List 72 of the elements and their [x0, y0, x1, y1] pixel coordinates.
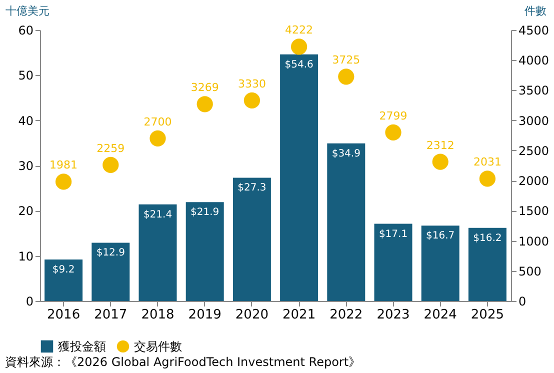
- bar: [232, 178, 271, 301]
- data-label: $27.3: [238, 182, 266, 194]
- data-label: 2031: [473, 156, 502, 169]
- data-label: $34.9: [332, 148, 360, 160]
- bar: [421, 226, 460, 301]
- y2-tick-label: 0: [518, 294, 526, 308]
- y-tick-label: 30: [18, 159, 34, 173]
- bar: [186, 202, 224, 301]
- x-tick-label: 2020: [235, 308, 268, 322]
- data-label: 3269: [190, 81, 219, 94]
- point: [150, 130, 166, 146]
- x-tick-label: 2018: [141, 308, 174, 322]
- x-tick-label: 2021: [282, 308, 316, 322]
- x-tick-label: 2017: [94, 308, 128, 322]
- y2-tick-label: 1500: [518, 204, 550, 218]
- y2-tick-label: 1000: [518, 234, 550, 248]
- y2-tick-label: 500: [518, 264, 542, 278]
- x-tick-label: 2019: [188, 308, 222, 322]
- data-label: 2259: [96, 142, 125, 155]
- y-axis-title: 十億美元: [6, 4, 50, 18]
- x-tick-label: 2024: [424, 308, 457, 322]
- y-tick-label: 20: [18, 204, 34, 218]
- data-label: 2700: [144, 115, 172, 128]
- x-tick-label: 2025: [470, 308, 504, 322]
- point: [102, 156, 119, 174]
- point: [196, 96, 213, 112]
- bar: [138, 204, 177, 301]
- point: [244, 92, 260, 109]
- bar: [280, 54, 318, 301]
- data-label: 2799: [379, 109, 408, 122]
- data-label: $21.9: [190, 207, 220, 218]
- data-label: $9.2: [52, 264, 75, 276]
- bar: [327, 143, 366, 301]
- y-tick-label: 0: [26, 294, 34, 308]
- data-label: 2312: [426, 138, 454, 152]
- bar: [374, 224, 412, 301]
- data-label: 4222: [285, 24, 314, 37]
- bar: [468, 228, 506, 301]
- y2-tick-label: 3000: [518, 114, 550, 128]
- point: [55, 174, 72, 190]
- y2-tick-label: 3500: [518, 84, 550, 98]
- legend-label: 獲投金額: [58, 339, 106, 354]
- data-label: $54.6: [284, 59, 314, 70]
- data-label: 1981: [50, 158, 78, 172]
- y2-axis-title: 件數: [524, 4, 546, 18]
- x-tick-label: 2023: [376, 308, 410, 322]
- point: [290, 38, 308, 55]
- x-tick-label: 2016: [47, 308, 80, 322]
- y2-tick-label: 2000: [518, 174, 550, 188]
- source-note: 資料來源：《2026 Global AgriFoodTech Investment Report》: [5, 355, 361, 369]
- y2-tick-label: 4000: [518, 54, 550, 68]
- y-tick-label: 60: [18, 24, 34, 38]
- y-tick-label: 50: [18, 68, 34, 83]
- data-label: 3725: [332, 54, 360, 67]
- y2-tick-label: 4500: [518, 24, 550, 38]
- legend-label: 交易件數: [134, 339, 182, 354]
- data-label: 3330: [238, 77, 266, 90]
- bar: [92, 242, 130, 301]
- bar: [44, 259, 83, 301]
- y-tick-label: 10: [18, 249, 34, 264]
- x-tick-label: 2022: [330, 308, 363, 322]
- point: [432, 154, 448, 170]
- y2-tick-label: 2500: [518, 144, 550, 158]
- y-tick-label: 40: [18, 114, 34, 128]
- data-label: $12.9: [96, 248, 125, 259]
- point: [385, 124, 402, 140]
- data-label: $16.2: [473, 232, 502, 244]
- point: [338, 68, 354, 85]
- data-label: $17.1: [378, 228, 408, 240]
- point: [479, 170, 496, 187]
- data-label: $16.7: [426, 230, 455, 242]
- data-label: $21.4: [143, 209, 172, 220]
